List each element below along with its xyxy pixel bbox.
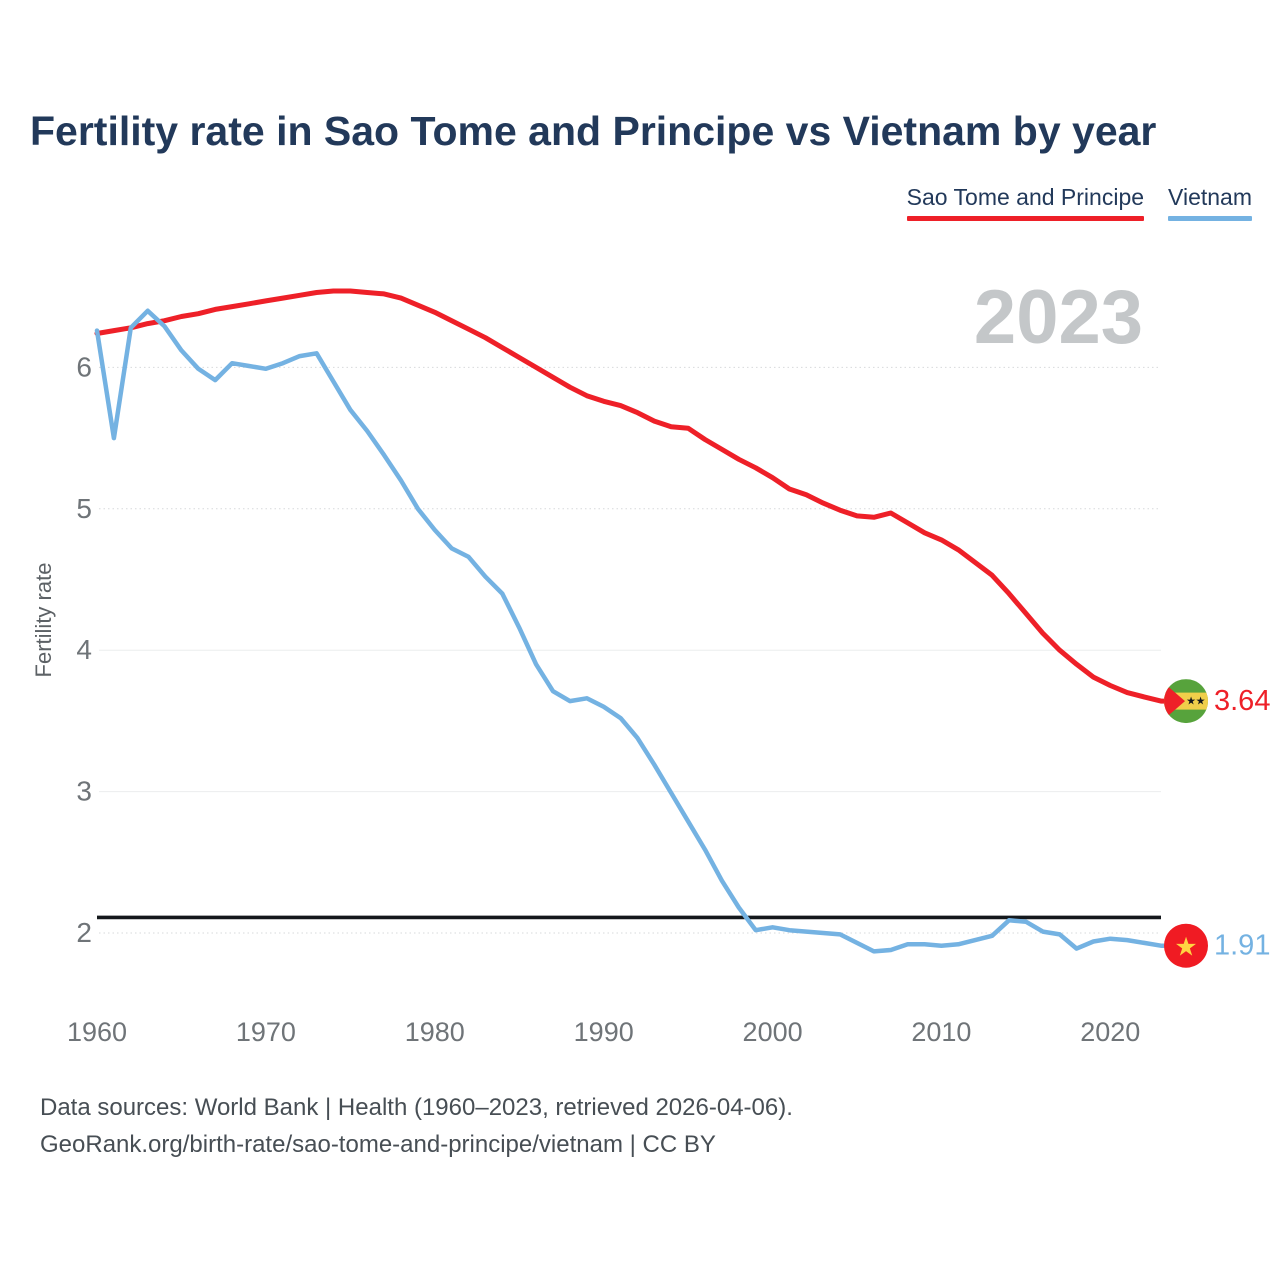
series-line-vietnam xyxy=(94,308,1170,954)
legend: Sao Tome and Principe Vietnam xyxy=(906,184,1252,221)
legend-label: Sao Tome and Principe xyxy=(906,184,1145,210)
legend-item-sao-tome-and-principe[interactable]: Sao Tome and Principe xyxy=(906,184,1145,221)
chart-title: Fertility rate in Sao Tome and Principe … xyxy=(30,108,1157,154)
y-tick-labels: 6 5 4 3 2 xyxy=(76,351,92,948)
x-tick-2000: 2000 xyxy=(743,1017,803,1047)
star-glyph: ★ xyxy=(1196,696,1206,708)
legend-color-bar xyxy=(906,216,1145,221)
y-tick-2: 2 xyxy=(76,917,92,948)
end-value-label-vietnam: 1.91 xyxy=(1214,930,1270,962)
x-tick-1960: 1960 xyxy=(67,1017,127,1047)
legend-label: Vietnam xyxy=(1168,184,1252,210)
y-tick-3: 3 xyxy=(76,776,92,807)
x-tick-1980: 1980 xyxy=(405,1017,465,1047)
gridlines xyxy=(99,366,1161,934)
vietnam-flag-icon: ★ xyxy=(1164,923,1208,968)
sao-tome-flag-icon: ★ ★ xyxy=(1164,679,1208,724)
star-glyph: ★ xyxy=(1186,696,1196,708)
y-tick-6: 6 xyxy=(76,351,92,382)
y-tick-5: 5 xyxy=(76,493,92,524)
x-tick-1970: 1970 xyxy=(236,1017,296,1047)
series-lines xyxy=(94,288,1170,954)
legend-color-bar xyxy=(1168,216,1252,221)
x-tick-1990: 1990 xyxy=(574,1017,634,1047)
series-line-sao-tome xyxy=(94,288,1170,704)
star-glyph: ★ xyxy=(1174,932,1197,962)
legend-item-vietnam[interactable]: Vietnam xyxy=(1168,184,1252,221)
y-tick-4: 4 xyxy=(76,634,92,665)
year-watermark: 2023 xyxy=(973,275,1143,360)
footer-attribution: GeoRank.org/birth-rate/sao-tome-and-prin… xyxy=(40,1131,716,1158)
footer: Data sources: World Bank | Health (1960–… xyxy=(40,1089,793,1163)
x-tick-labels: 1960 1970 1980 1990 2000 2010 2020 xyxy=(67,1017,1140,1047)
x-tick-2010: 2010 xyxy=(911,1017,971,1047)
footer-sources: Data sources: World Bank | Health (1960–… xyxy=(40,1094,793,1121)
end-value-label-sao-tome: 3.64 xyxy=(1214,685,1270,717)
x-tick-2020: 2020 xyxy=(1080,1017,1140,1047)
end-markers: ★ ★ 3.64★ 1.91 xyxy=(1164,679,1270,968)
